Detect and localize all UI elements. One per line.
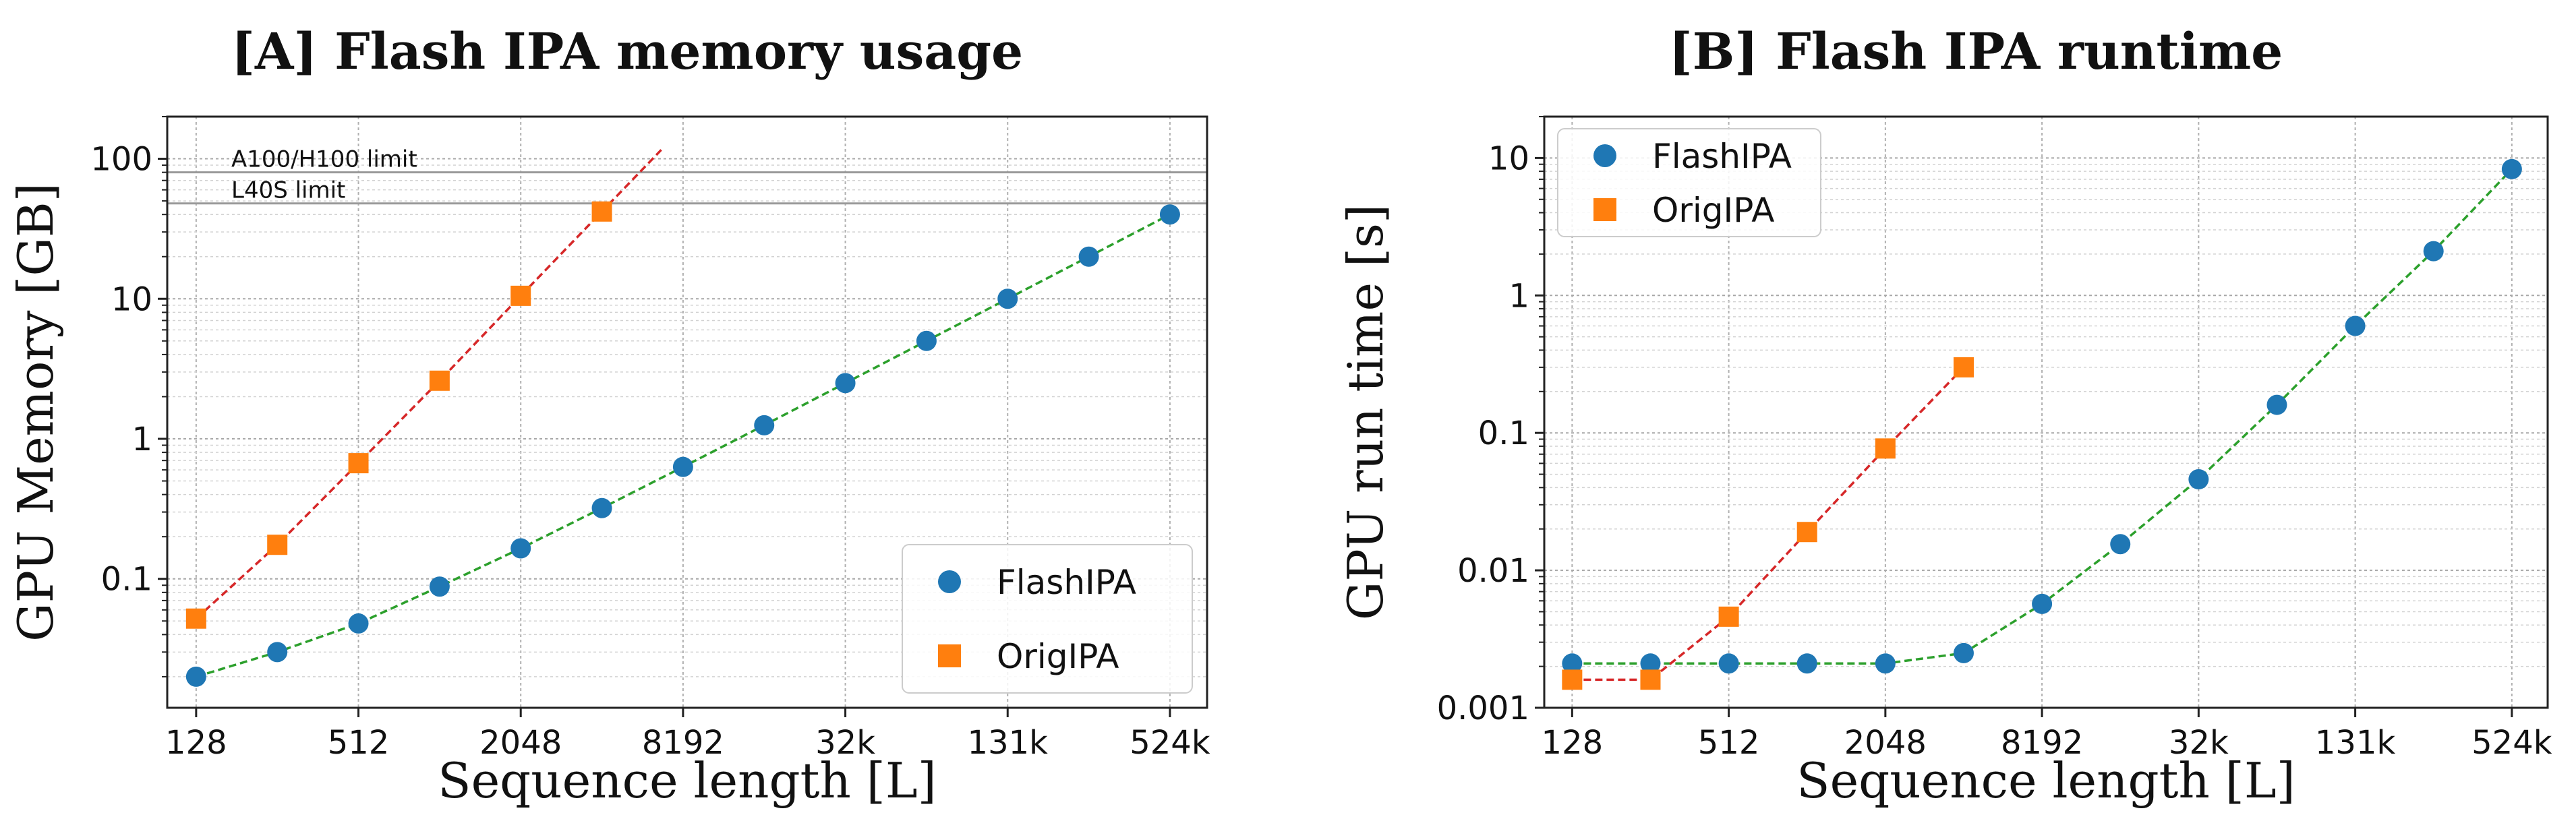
x-tick-label: 524k <box>1130 724 1210 762</box>
data-point-origipa <box>510 285 531 306</box>
x-tick-label: 2048 <box>1844 724 1927 762</box>
data-point-flashipa <box>510 538 531 559</box>
data-point-origipa <box>429 370 450 391</box>
y-tick-label: 10 <box>1488 140 1529 177</box>
legend-marker-circle <box>1593 144 1616 167</box>
data-point-flashipa <box>2110 534 2131 555</box>
data-point-flashipa <box>1159 204 1180 225</box>
x-tick-label: 512 <box>1698 724 1760 762</box>
x-tick-label: 8192 <box>642 724 724 762</box>
data-point-origipa <box>1875 438 1896 459</box>
legend-label: FlashIPA <box>997 563 1136 602</box>
x-tick-label: 128 <box>1542 724 1604 762</box>
legend-marker-square <box>1593 198 1616 221</box>
data-point-flashipa <box>835 373 856 394</box>
reference-line-label: A100/H100 limit <box>231 146 417 173</box>
y-axis-label: GPU run time [s] <box>1337 204 1394 620</box>
legend-label: FlashIPA <box>1652 137 1792 176</box>
data-point-flashipa <box>429 576 450 597</box>
legend-label: OrigIPA <box>1652 191 1774 230</box>
data-point-flashipa <box>2266 394 2287 415</box>
data-point-flashipa <box>2188 468 2209 489</box>
legend-label: OrigIPA <box>997 637 1119 676</box>
data-point-origipa <box>1640 669 1661 690</box>
data-point-flashipa <box>754 415 775 435</box>
chart-panel-a: A100/H100 limit L40S limit 128 512 2048 8192 3… <box>7 23 1210 809</box>
x-tick-label: 8192 <box>2001 724 2083 762</box>
data-point-flashipa <box>1640 653 1661 674</box>
data-point-flashipa <box>267 642 288 663</box>
data-point-flashipa <box>591 497 612 518</box>
x-tick-label: 128 <box>165 724 227 762</box>
series-group <box>185 149 1180 687</box>
x-tick-label: 524k <box>2471 724 2552 762</box>
chart-title: [B] Flash IPA runtime <box>1669 23 2283 81</box>
x-tick-label: 131k <box>2315 724 2396 762</box>
data-point-flashipa <box>672 456 693 477</box>
data-point-flashipa <box>1562 653 1583 674</box>
chart-panel-b: 128 512 2048 8192 32k 131k 524k 0.001 0.01 0.1 1 10… <box>1337 23 2552 809</box>
x-tick-label: 2048 <box>479 724 562 762</box>
data-point-flashipa <box>1796 653 1817 674</box>
axes-frame <box>1543 115 2549 709</box>
data-point-flashipa <box>2501 158 2522 179</box>
x-axis-label: Sequence length [L] <box>1796 752 2295 809</box>
x-tick-label: 32k <box>815 724 875 762</box>
y-tick-label: 1 <box>131 421 152 458</box>
data-point-flashipa <box>1953 642 1974 663</box>
data-point-origipa <box>267 535 288 555</box>
data-point-origipa <box>1796 522 1817 543</box>
y-tick-label: 0.01 <box>1457 552 1529 590</box>
reference-line-label: L40S limit <box>231 177 345 204</box>
data-point-flashipa <box>997 289 1018 309</box>
data-point-flashipa <box>1078 246 1099 267</box>
y-tick-label: 100 <box>90 141 152 179</box>
x-tick-label: 32k <box>2169 724 2229 762</box>
data-point-origipa <box>1562 669 1583 690</box>
data-point-origipa <box>1953 357 1974 377</box>
x-axis-label: Sequence length [L] <box>438 752 936 809</box>
data-point-flashipa <box>2423 241 2444 262</box>
y-tick-label: 1 <box>1509 277 1529 315</box>
grid <box>1544 117 2548 708</box>
data-point-flashipa <box>1875 653 1896 674</box>
data-point-flashipa <box>348 613 369 634</box>
y-tick-label: 0.1 <box>101 561 152 599</box>
series-group <box>1562 158 2522 690</box>
legend: FlashIPA OrigIPA <box>902 544 1193 694</box>
data-point-flashipa <box>916 330 937 351</box>
data-point-flashipa <box>2345 315 2366 336</box>
chart-title: [A] Flash IPA memory usage <box>231 23 1023 81</box>
y-axis-label: GPU Memory [GB] <box>7 183 64 642</box>
legend-marker-square <box>938 644 961 667</box>
data-point-origipa <box>185 608 206 629</box>
data-point-origipa <box>591 201 612 222</box>
x-tick-label: 131k <box>968 724 1049 762</box>
series-line-origipa <box>1572 366 1965 681</box>
legend: FlashIPA OrigIPA <box>1557 128 1821 237</box>
legend-marker-circle <box>938 570 961 593</box>
data-point-flashipa <box>2032 593 2053 614</box>
y-tick-label: 0.1 <box>1478 415 1529 452</box>
legend-box <box>1557 128 1821 237</box>
x-tick-label: 512 <box>328 724 390 762</box>
axes-frame <box>166 115 1208 709</box>
data-point-origipa <box>1718 606 1739 627</box>
legend-box <box>902 544 1193 694</box>
y-tick-label: 0.001 <box>1437 690 1529 727</box>
y-tick-label: 10 <box>111 280 152 318</box>
data-point-origipa <box>348 453 369 474</box>
series-line-origipa <box>195 149 662 620</box>
data-point-flashipa <box>1718 653 1739 674</box>
data-point-flashipa <box>185 666 206 687</box>
